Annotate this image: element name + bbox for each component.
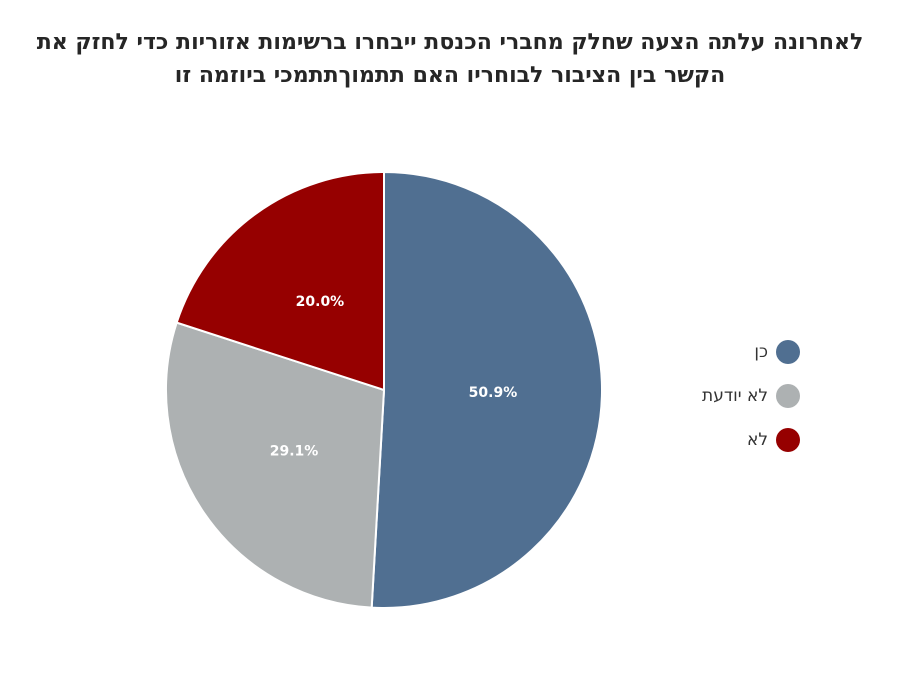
- pie-slice-dont-know: [165, 321, 386, 609]
- legend-swatch-no: [776, 428, 800, 452]
- chart-title-line-2: הקשר בין הציבור לבוחריו האם תתמוךתתמכי ב…: [174, 63, 726, 88]
- pie-slice-no: [175, 170, 385, 392]
- legend-swatch-dont-know: [776, 384, 800, 408]
- legend: כן לא יודעת לא: [702, 330, 800, 462]
- data-label-dont-know: 29.1%: [270, 444, 319, 460]
- chart-title-line-1: לאחרונה עלתה הצעה שחלק מחברי הכנסת ייבחר…: [36, 30, 864, 55]
- data-label-yes: 50.9%: [469, 385, 518, 401]
- legend-item-yes: כן: [702, 330, 800, 374]
- legend-item-dont-know: לא יודעת: [702, 374, 800, 418]
- chart-title: לאחרונה עלתה הצעה שחלק מחברי הכנסת ייבחר…: [30, 26, 870, 92]
- legend-label-no: לא: [746, 430, 768, 450]
- pie-slice-yes: [370, 170, 603, 609]
- legend-label-yes: כן: [754, 342, 768, 362]
- legend-item-no: לא: [702, 418, 800, 462]
- legend-label-dont-know: לא יודעת: [702, 386, 768, 406]
- data-label-no: 20.0%: [296, 294, 345, 310]
- legend-swatch-yes: [776, 340, 800, 364]
